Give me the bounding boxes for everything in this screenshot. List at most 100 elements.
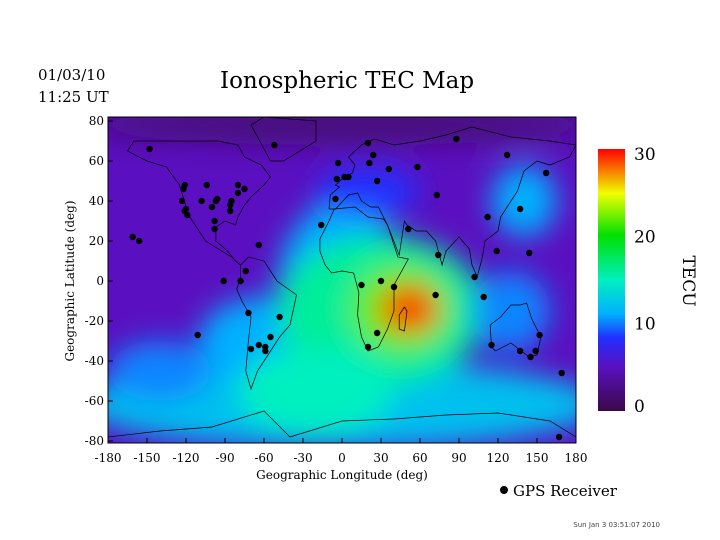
- gps-receiver-marker: [194, 331, 201, 339]
- coastline: [398, 306, 408, 332]
- x-tick-label: 30: [373, 451, 388, 465]
- generated-timestamp: Sun Jan 3 03:51:07 2010: [573, 521, 660, 529]
- gps-receiver-marker: [267, 333, 274, 341]
- gps-receiver-marker: [555, 433, 563, 441]
- gps-receiver-marker: [136, 237, 143, 245]
- gps-receiver-marker: [390, 283, 398, 291]
- x-tick-label: -150: [134, 451, 161, 465]
- gps-receiver-marker: [516, 205, 524, 213]
- gps-receiver-marker: [377, 277, 385, 285]
- gps-receiver-marker: [527, 353, 534, 361]
- gps-receiver-marker: [432, 291, 439, 299]
- gps-receiver-marker: [480, 293, 487, 301]
- gps-receiver-dot-icon: [500, 486, 508, 494]
- gps-receiver-marker: [228, 197, 235, 205]
- gps-receiver-marker: [433, 191, 441, 199]
- gps-receiver-marker: [247, 345, 255, 353]
- gps-receiver-marker: [211, 217, 218, 225]
- tec-region: [381, 285, 439, 333]
- gps-receiver-marker: [366, 159, 373, 167]
- gps-receiver-marker: [334, 159, 342, 167]
- x-tick-label: -60: [254, 451, 273, 465]
- gps-receiver-marker: [234, 189, 242, 197]
- colorbar: [598, 149, 625, 411]
- x-tick-label: 180: [565, 451, 588, 465]
- tec-region: [491, 165, 557, 237]
- gps-receiver-marker: [180, 185, 187, 193]
- gps-receiver-marker: [503, 151, 511, 159]
- gps-receiver-marker: [184, 211, 191, 219]
- gps-receiver-marker: [227, 207, 234, 215]
- gps-receiver-marker: [220, 277, 227, 285]
- gps-receiver-marker: [198, 197, 205, 205]
- gps-receiver-marker: [385, 165, 392, 173]
- gps-receiver-marker: [129, 233, 136, 241]
- legend-label: GPS Receiver: [513, 482, 617, 500]
- gps-receiver-marker: [332, 195, 339, 203]
- gps-receiver-marker: [241, 185, 248, 193]
- y-tick-label: -20: [85, 314, 104, 328]
- time-label: 11:25 UT: [38, 88, 109, 106]
- gps-receiver-marker: [471, 273, 478, 281]
- x-tick-label: 0: [338, 451, 346, 465]
- gps-receiver-marker: [435, 251, 442, 259]
- colorbar-tick-label: 10: [634, 315, 656, 335]
- x-tick-label: -30: [293, 451, 312, 465]
- coastline: [236, 256, 297, 391]
- tec-region: [238, 347, 394, 435]
- gps-receiver-marker: [242, 267, 249, 275]
- gps-receiver-marker: [255, 241, 262, 249]
- colorbar-tick-label: 0: [634, 397, 645, 417]
- gps-receiver-marker: [532, 347, 539, 355]
- colorbar-label: TECU: [678, 255, 698, 306]
- coastline: [489, 302, 542, 358]
- gps-receiver-marker: [536, 331, 543, 339]
- gps-receiver-marker: [318, 221, 325, 229]
- coastline: [127, 140, 271, 266]
- y-tick-label: 20: [89, 234, 104, 248]
- gps-receiver-marker: [234, 181, 242, 189]
- gps-receiver-marker: [516, 347, 524, 355]
- legend-gps-receiver: GPS Receiver: [500, 482, 617, 500]
- gps-receiver-marker: [345, 173, 352, 181]
- gps-receiver-marker: [271, 141, 278, 149]
- gps-receiver-marker: [276, 313, 283, 321]
- gps-receiver-marker: [405, 225, 412, 233]
- gps-receiver-marker: [526, 249, 533, 257]
- x-tick-label: 120: [487, 451, 510, 465]
- coastline: [319, 206, 409, 352]
- y-tick-label: 0: [96, 274, 104, 288]
- gps-receiver-marker: [333, 175, 340, 183]
- gps-receiver-marker: [373, 177, 381, 185]
- gps-receiver-marker: [414, 163, 421, 171]
- gps-receiver-marker: [373, 329, 381, 337]
- x-axis-label: Geographic Longitude (deg): [256, 468, 428, 482]
- gps-receiver-marker: [245, 309, 252, 317]
- gps-receiver-marker: [453, 135, 460, 143]
- gps-receiver-marker: [558, 369, 565, 377]
- gps-receiver-marker: [211, 225, 218, 233]
- date-label: 01/03/10: [38, 66, 106, 84]
- gps-receiver-marker: [488, 341, 495, 349]
- y-tick-label: 80: [89, 114, 104, 128]
- gps-receiver-marker: [262, 347, 269, 355]
- gps-receiver-marker: [484, 213, 491, 221]
- y-axis-label: Geographic Latitude (deg): [63, 200, 77, 361]
- coastline: [108, 410, 576, 438]
- gps-receiver-marker: [358, 281, 365, 289]
- colorbar-tick-label: 30: [634, 145, 656, 165]
- y-tick-label: -60: [85, 394, 104, 408]
- gps-receiver-marker: [208, 203, 216, 211]
- x-tick-label: 90: [451, 451, 466, 465]
- y-tick-label: 60: [89, 154, 104, 168]
- y-tick-label: -80: [85, 434, 104, 448]
- y-tick-label: 40: [89, 194, 104, 208]
- tec-region: [472, 271, 550, 351]
- gps-receiver-marker: [203, 181, 210, 189]
- gps-receiver-marker: [237, 277, 244, 285]
- gps-receiver-marker: [542, 169, 550, 177]
- chart-title: Ionospheric TEC Map: [220, 68, 475, 94]
- tec-region: [108, 341, 212, 401]
